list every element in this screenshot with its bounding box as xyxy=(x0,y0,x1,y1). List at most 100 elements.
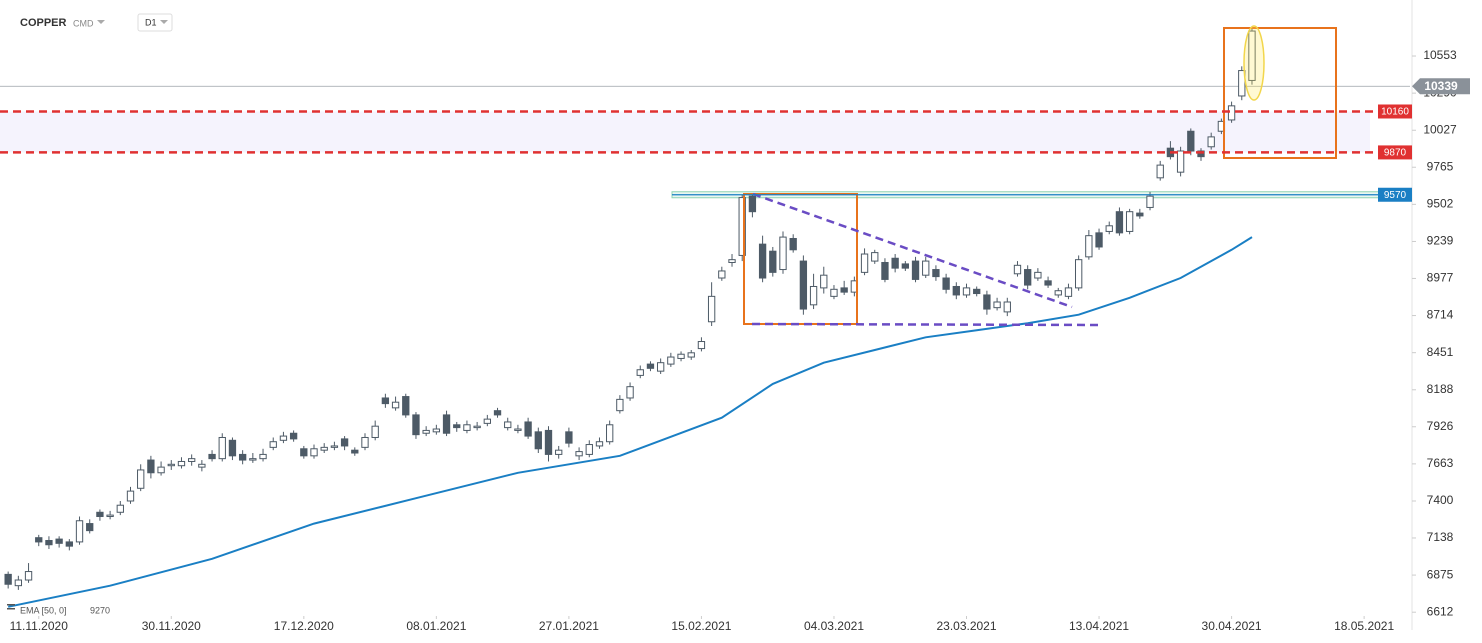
candle-body xyxy=(595,441,604,447)
candle-body xyxy=(381,397,390,405)
ema-line xyxy=(7,236,1253,608)
candle-body xyxy=(86,523,94,532)
candle-body xyxy=(952,285,960,296)
level-tag xyxy=(1378,145,1412,160)
candle-body xyxy=(1054,290,1062,296)
candle-body xyxy=(881,261,889,280)
candle-body xyxy=(1074,259,1083,289)
candle-body xyxy=(269,441,277,448)
candle-body xyxy=(45,540,53,546)
candle-body xyxy=(871,252,879,262)
candle-body xyxy=(116,504,124,513)
candle-body xyxy=(412,414,420,436)
dropdown-arrow[interactable] xyxy=(160,20,168,24)
candle-body xyxy=(616,398,624,412)
candle-body xyxy=(769,250,777,273)
y-tick-label: 8977 xyxy=(1427,271,1454,285)
candle-body xyxy=(208,453,216,460)
candle-body xyxy=(1187,130,1195,152)
candle-body xyxy=(983,294,991,310)
candle-body xyxy=(1105,225,1113,232)
candle-body xyxy=(361,436,369,448)
x-tick-label: 23.03.2021 xyxy=(936,619,996,633)
candle-body xyxy=(1197,150,1205,158)
candle-body xyxy=(728,259,736,263)
legend-icon xyxy=(7,608,15,610)
candle-body xyxy=(942,277,950,290)
candle-body xyxy=(1207,136,1215,148)
candle-body xyxy=(606,424,614,443)
candle-body xyxy=(585,444,593,455)
candle-body xyxy=(126,490,135,502)
candle-body xyxy=(391,401,400,409)
candle-body xyxy=(534,431,542,450)
candle-body xyxy=(514,428,522,431)
candle-body xyxy=(147,459,155,474)
candle-body xyxy=(228,439,237,457)
y-tick-label: 9239 xyxy=(1427,234,1454,248)
symbol-group: CMD xyxy=(73,18,94,28)
candle-body xyxy=(911,260,920,280)
candle-body xyxy=(626,386,634,399)
level-tag xyxy=(1378,187,1412,202)
y-tick-label: 9765 xyxy=(1427,159,1454,173)
candle-body xyxy=(137,469,145,489)
candle-body xyxy=(840,287,848,293)
candle-body xyxy=(238,453,247,461)
candle-body xyxy=(962,287,971,296)
legend-icon xyxy=(7,604,15,606)
candle-body xyxy=(453,424,461,429)
candle-body xyxy=(1034,271,1042,279)
candle-body xyxy=(442,414,451,434)
candle-body xyxy=(748,195,757,213)
trendline xyxy=(752,192,1073,309)
candle-body xyxy=(718,270,726,279)
x-tick-label: 11.11.2020 xyxy=(10,619,69,633)
interval[interactable]: D1 xyxy=(145,17,157,27)
x-tick-label: 30.11.2020 xyxy=(142,619,201,633)
candle-body xyxy=(809,285,818,306)
candle-body xyxy=(1044,280,1052,286)
candle-body xyxy=(177,460,186,467)
candle-body xyxy=(973,288,981,295)
candle-body xyxy=(1024,269,1032,286)
candle-body xyxy=(779,236,787,271)
candle-body xyxy=(830,288,838,297)
candle-body xyxy=(687,352,695,358)
candle-body xyxy=(993,301,1001,309)
candle-body xyxy=(14,579,23,587)
legend-ema: EMA [50, 0] xyxy=(20,605,67,615)
candle-body xyxy=(198,463,206,468)
candle-body xyxy=(575,451,583,457)
last-price-label: 10339 xyxy=(1424,79,1458,93)
y-tick-label: 9502 xyxy=(1427,197,1454,211)
candle-body xyxy=(289,432,298,440)
candle-body xyxy=(473,425,481,429)
y-tick-label: 10027 xyxy=(1423,122,1457,136)
candle-body xyxy=(1248,30,1256,81)
dropdown-arrow[interactable] xyxy=(97,20,105,24)
candle-body xyxy=(340,438,349,447)
candle-body xyxy=(636,369,644,376)
x-tick-label: 13.04.2021 xyxy=(1069,619,1129,633)
candle-body xyxy=(218,436,226,460)
level-label: 9870 xyxy=(1384,148,1407,159)
candle-body xyxy=(504,421,512,429)
candle-body xyxy=(188,458,196,462)
x-tick-label: 17.12.2020 xyxy=(274,619,334,633)
candle-body xyxy=(697,341,706,350)
level-label: 9570 xyxy=(1384,190,1407,201)
interval-box[interactable] xyxy=(137,13,173,32)
candle-body xyxy=(524,421,532,437)
symbol[interactable]: COPPER xyxy=(20,17,67,29)
y-tick-label: 8188 xyxy=(1427,382,1454,396)
candle-body xyxy=(402,396,410,416)
candle-body xyxy=(565,431,573,444)
x-tick-label: 15.02.2021 xyxy=(671,619,731,633)
candle-body xyxy=(24,571,33,581)
y-tick-label: 8451 xyxy=(1427,345,1454,359)
candle-body xyxy=(738,197,746,256)
candle-body xyxy=(677,353,685,359)
candle-body xyxy=(860,253,869,273)
